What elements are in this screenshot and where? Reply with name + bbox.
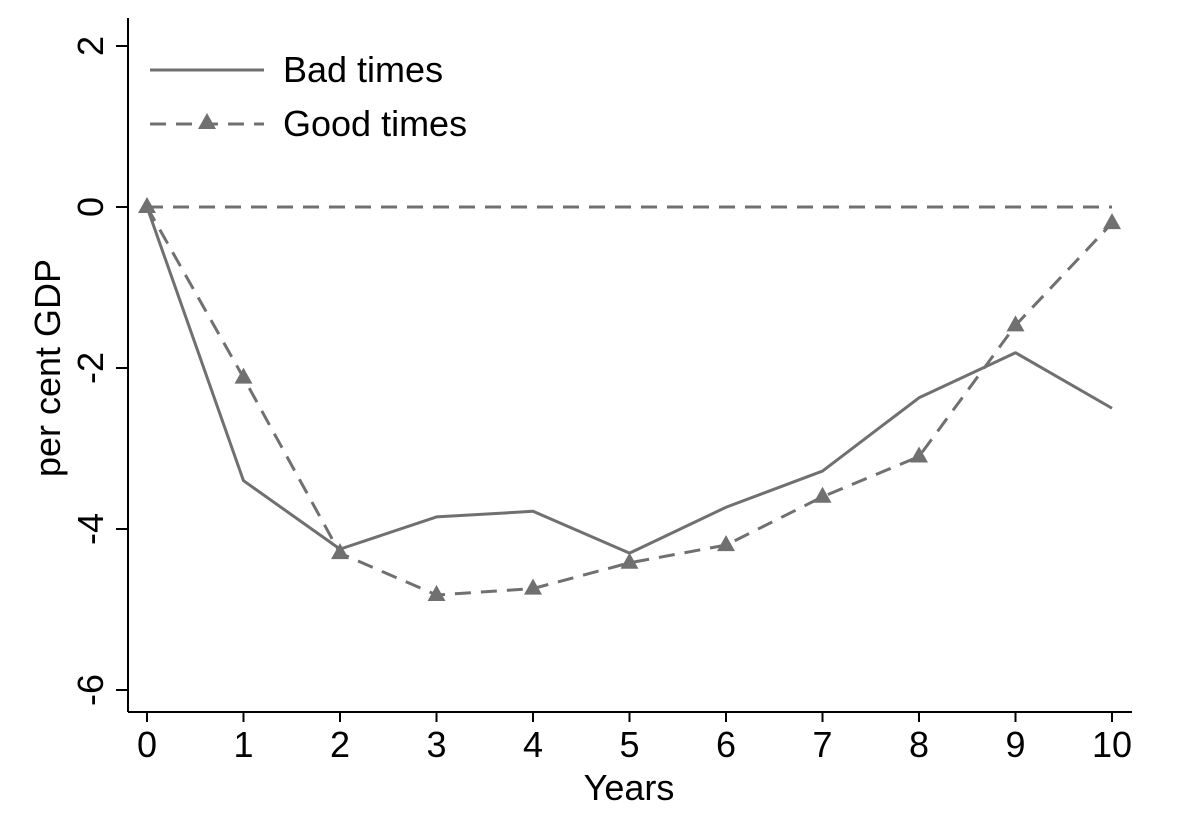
data-point-good-times xyxy=(138,197,156,213)
series-good-times xyxy=(138,197,1121,602)
data-point-good-times xyxy=(1006,315,1025,332)
legend: Bad times Good times xyxy=(150,49,467,144)
legend-item-good-times: Good times xyxy=(150,103,467,144)
x-axis-label: Years xyxy=(584,767,675,808)
y-tick-label: -2 xyxy=(70,352,111,384)
data-point-good-times xyxy=(234,367,253,384)
series-bad-times xyxy=(145,206,1113,555)
y-tick-label: 0 xyxy=(70,197,111,217)
legend-label-bad-times: Bad times xyxy=(283,49,443,90)
data-point-good-times xyxy=(910,446,928,463)
series-line-bad-times xyxy=(145,206,1113,555)
data-point-good-times xyxy=(427,585,446,602)
data-point-good-times xyxy=(717,535,735,552)
x-tick-label: 7 xyxy=(812,724,832,765)
axes xyxy=(127,18,1132,713)
y-tick-label: -6 xyxy=(70,674,111,706)
y-ticks: 2 0 -2 -4 -6 xyxy=(70,36,128,706)
y-axis-label: per cent GDP xyxy=(27,259,68,477)
y-tick-label: 2 xyxy=(70,36,111,56)
x-tick-label: 2 xyxy=(330,724,350,765)
x-tick-label: 6 xyxy=(716,724,736,765)
legend-marker-good-times xyxy=(198,113,216,129)
series-layer xyxy=(138,197,1121,602)
x-tick-label: 0 xyxy=(137,724,157,765)
data-point-good-times xyxy=(331,543,349,560)
x-tick-label: 1 xyxy=(233,724,253,765)
legend-item-bad-times: Bad times xyxy=(150,49,443,90)
x-tick-label: 4 xyxy=(523,724,543,765)
x-ticks: 0 1 2 3 4 5 6 7 8 9 10 xyxy=(137,712,1132,765)
x-tick-label: 5 xyxy=(619,724,639,765)
data-point-good-times xyxy=(1103,213,1121,230)
series-line-good-times xyxy=(145,206,1114,597)
x-tick-label: 10 xyxy=(1092,724,1132,765)
data-point-good-times xyxy=(620,552,639,569)
x-tick-label: 9 xyxy=(1005,724,1025,765)
x-tick-label: 3 xyxy=(426,724,446,765)
data-point-good-times xyxy=(524,578,542,595)
data-point-good-times xyxy=(813,486,832,503)
x-tick-label: 8 xyxy=(909,724,929,765)
legend-label-good-times: Good times xyxy=(283,103,467,144)
y-tick-label: -4 xyxy=(70,513,111,545)
